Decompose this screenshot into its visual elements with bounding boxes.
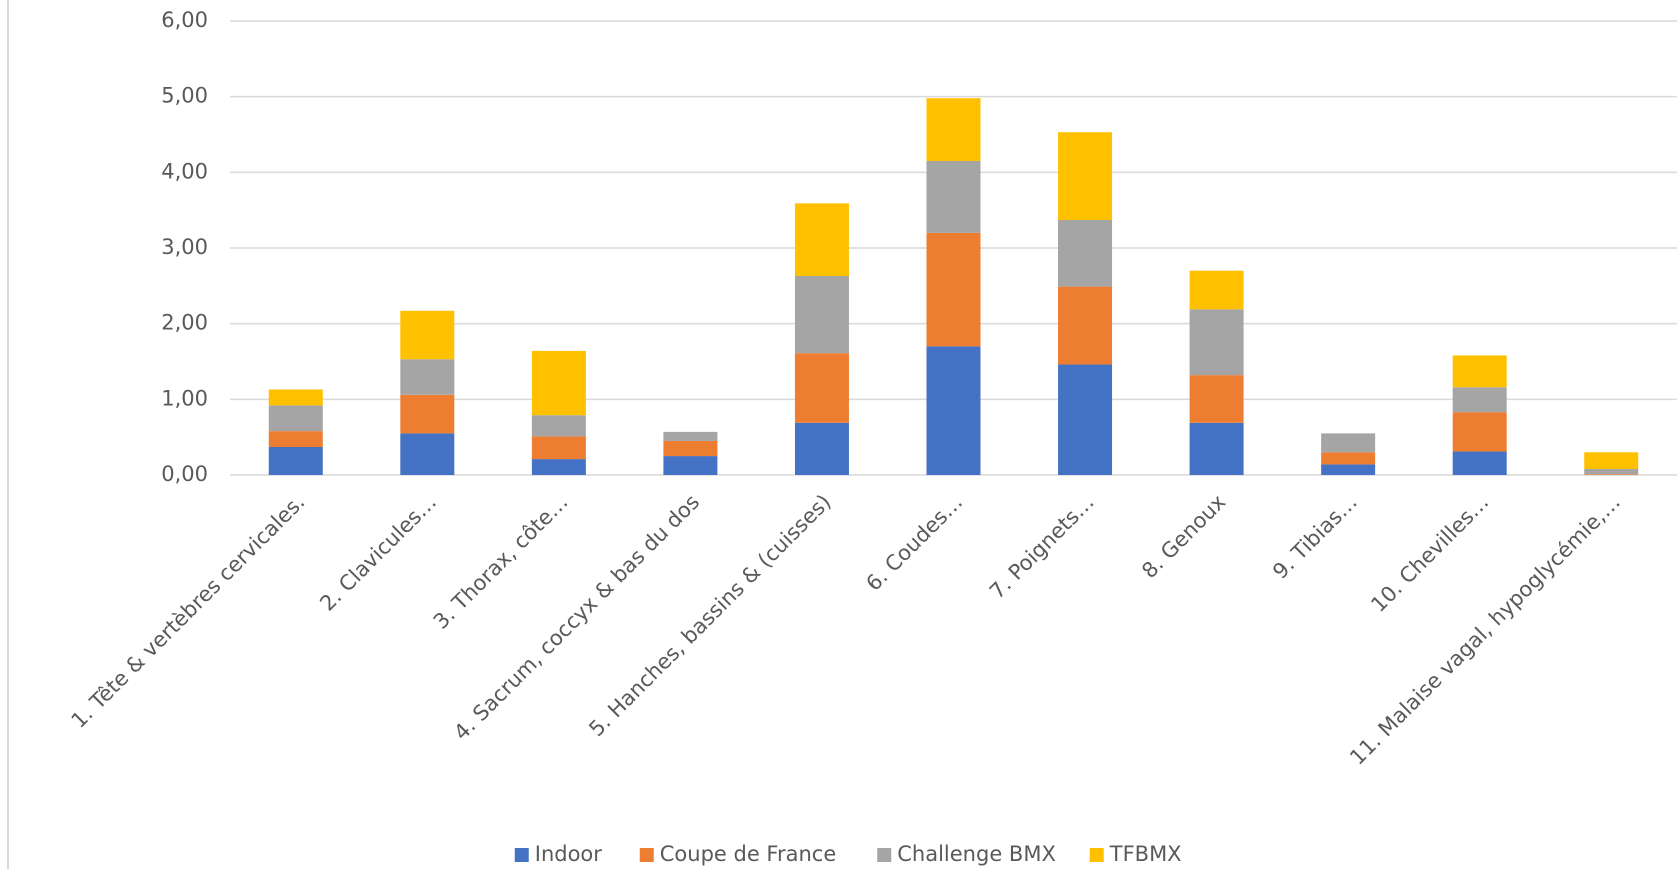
legend-label: Challenge BMX <box>897 842 1056 866</box>
legend-label: Indoor <box>535 842 603 866</box>
bar-segment <box>1189 422 1244 475</box>
bar-segment <box>794 203 849 276</box>
bar-segment <box>1321 433 1376 453</box>
bar-segment <box>1452 451 1507 475</box>
y-tick-label: 0,00 <box>161 462 208 486</box>
x-tick-label: 8. Genoux <box>1137 490 1230 583</box>
bar-segment <box>1452 387 1507 413</box>
y-tick-label: 5,00 <box>161 84 208 108</box>
x-tick-label: 6. Coudes… <box>861 490 967 596</box>
bar-segment <box>1189 375 1244 423</box>
bar-segment <box>926 160 981 233</box>
bar-segment <box>1584 468 1639 475</box>
bar-segment <box>400 433 455 475</box>
bar-segment <box>663 431 718 441</box>
y-tick-label: 6,00 <box>161 8 208 32</box>
bar-segment <box>794 353 849 423</box>
bar-segment <box>663 440 718 457</box>
x-tick-label: 3. Thorax, côte… <box>429 490 573 634</box>
bar-segment <box>531 436 586 460</box>
bar-segment <box>1058 286 1113 365</box>
bar-segment <box>268 405 323 432</box>
y-tick-label: 1,00 <box>161 386 208 410</box>
bar-segment <box>1189 309 1244 376</box>
bar-segment <box>1584 452 1639 469</box>
bar-segment <box>1584 474 1639 475</box>
x-tick-label: 2. Clavicules… <box>315 490 441 616</box>
bar-segment <box>268 447 323 475</box>
legend-label: TFBMX <box>1109 842 1182 866</box>
bar-segment <box>926 232 981 347</box>
legend-label: Coupe de France <box>660 842 837 866</box>
bar-segment <box>1452 412 1507 452</box>
bar-segment <box>926 346 981 475</box>
bar-segment <box>1452 355 1507 388</box>
bar-segment <box>531 415 586 437</box>
y-tick-label: 3,00 <box>161 235 208 259</box>
legend-swatch <box>514 848 529 862</box>
bar-segment <box>663 456 718 475</box>
x-tick-label: 9. Tibias… <box>1268 490 1362 584</box>
bar-segment <box>531 350 586 416</box>
legend-swatch <box>877 848 892 862</box>
bar-segment <box>531 459 586 475</box>
x-tick-label: 7. Poignets… <box>985 490 1099 604</box>
bar-segment <box>1058 364 1113 475</box>
bar-segment <box>1189 270 1244 310</box>
legend-swatch <box>1089 848 1104 862</box>
x-tick-label: 5. Hanches, bassins & (cuisses) <box>584 490 835 741</box>
bar-segment <box>400 310 455 360</box>
bar-segment <box>400 359 455 395</box>
legend-swatch <box>639 848 654 862</box>
bar-segment <box>794 422 849 475</box>
bar-segment <box>268 431 323 448</box>
bar-segment <box>794 275 849 354</box>
x-tick-label: 1. Tête & vertèbres cervicales. <box>67 490 310 733</box>
y-tick-label: 2,00 <box>161 311 208 335</box>
bar-segment <box>268 389 323 406</box>
bar-segment <box>400 394 455 434</box>
x-tick-label: 10. Chevilles… <box>1366 490 1493 617</box>
y-tick-label: 4,00 <box>161 159 208 183</box>
bar-segment <box>926 98 981 161</box>
bar-segment <box>1058 132 1113 221</box>
bar-segment <box>1321 452 1376 465</box>
bar-segment <box>1058 220 1113 287</box>
bar-segment <box>1321 464 1376 475</box>
x-tick-label: 11. Malaise vagal, hypoglycémie,… <box>1345 490 1625 770</box>
x-tick-label: 4. Sacrum, coccyx & bas du dos <box>449 490 704 745</box>
